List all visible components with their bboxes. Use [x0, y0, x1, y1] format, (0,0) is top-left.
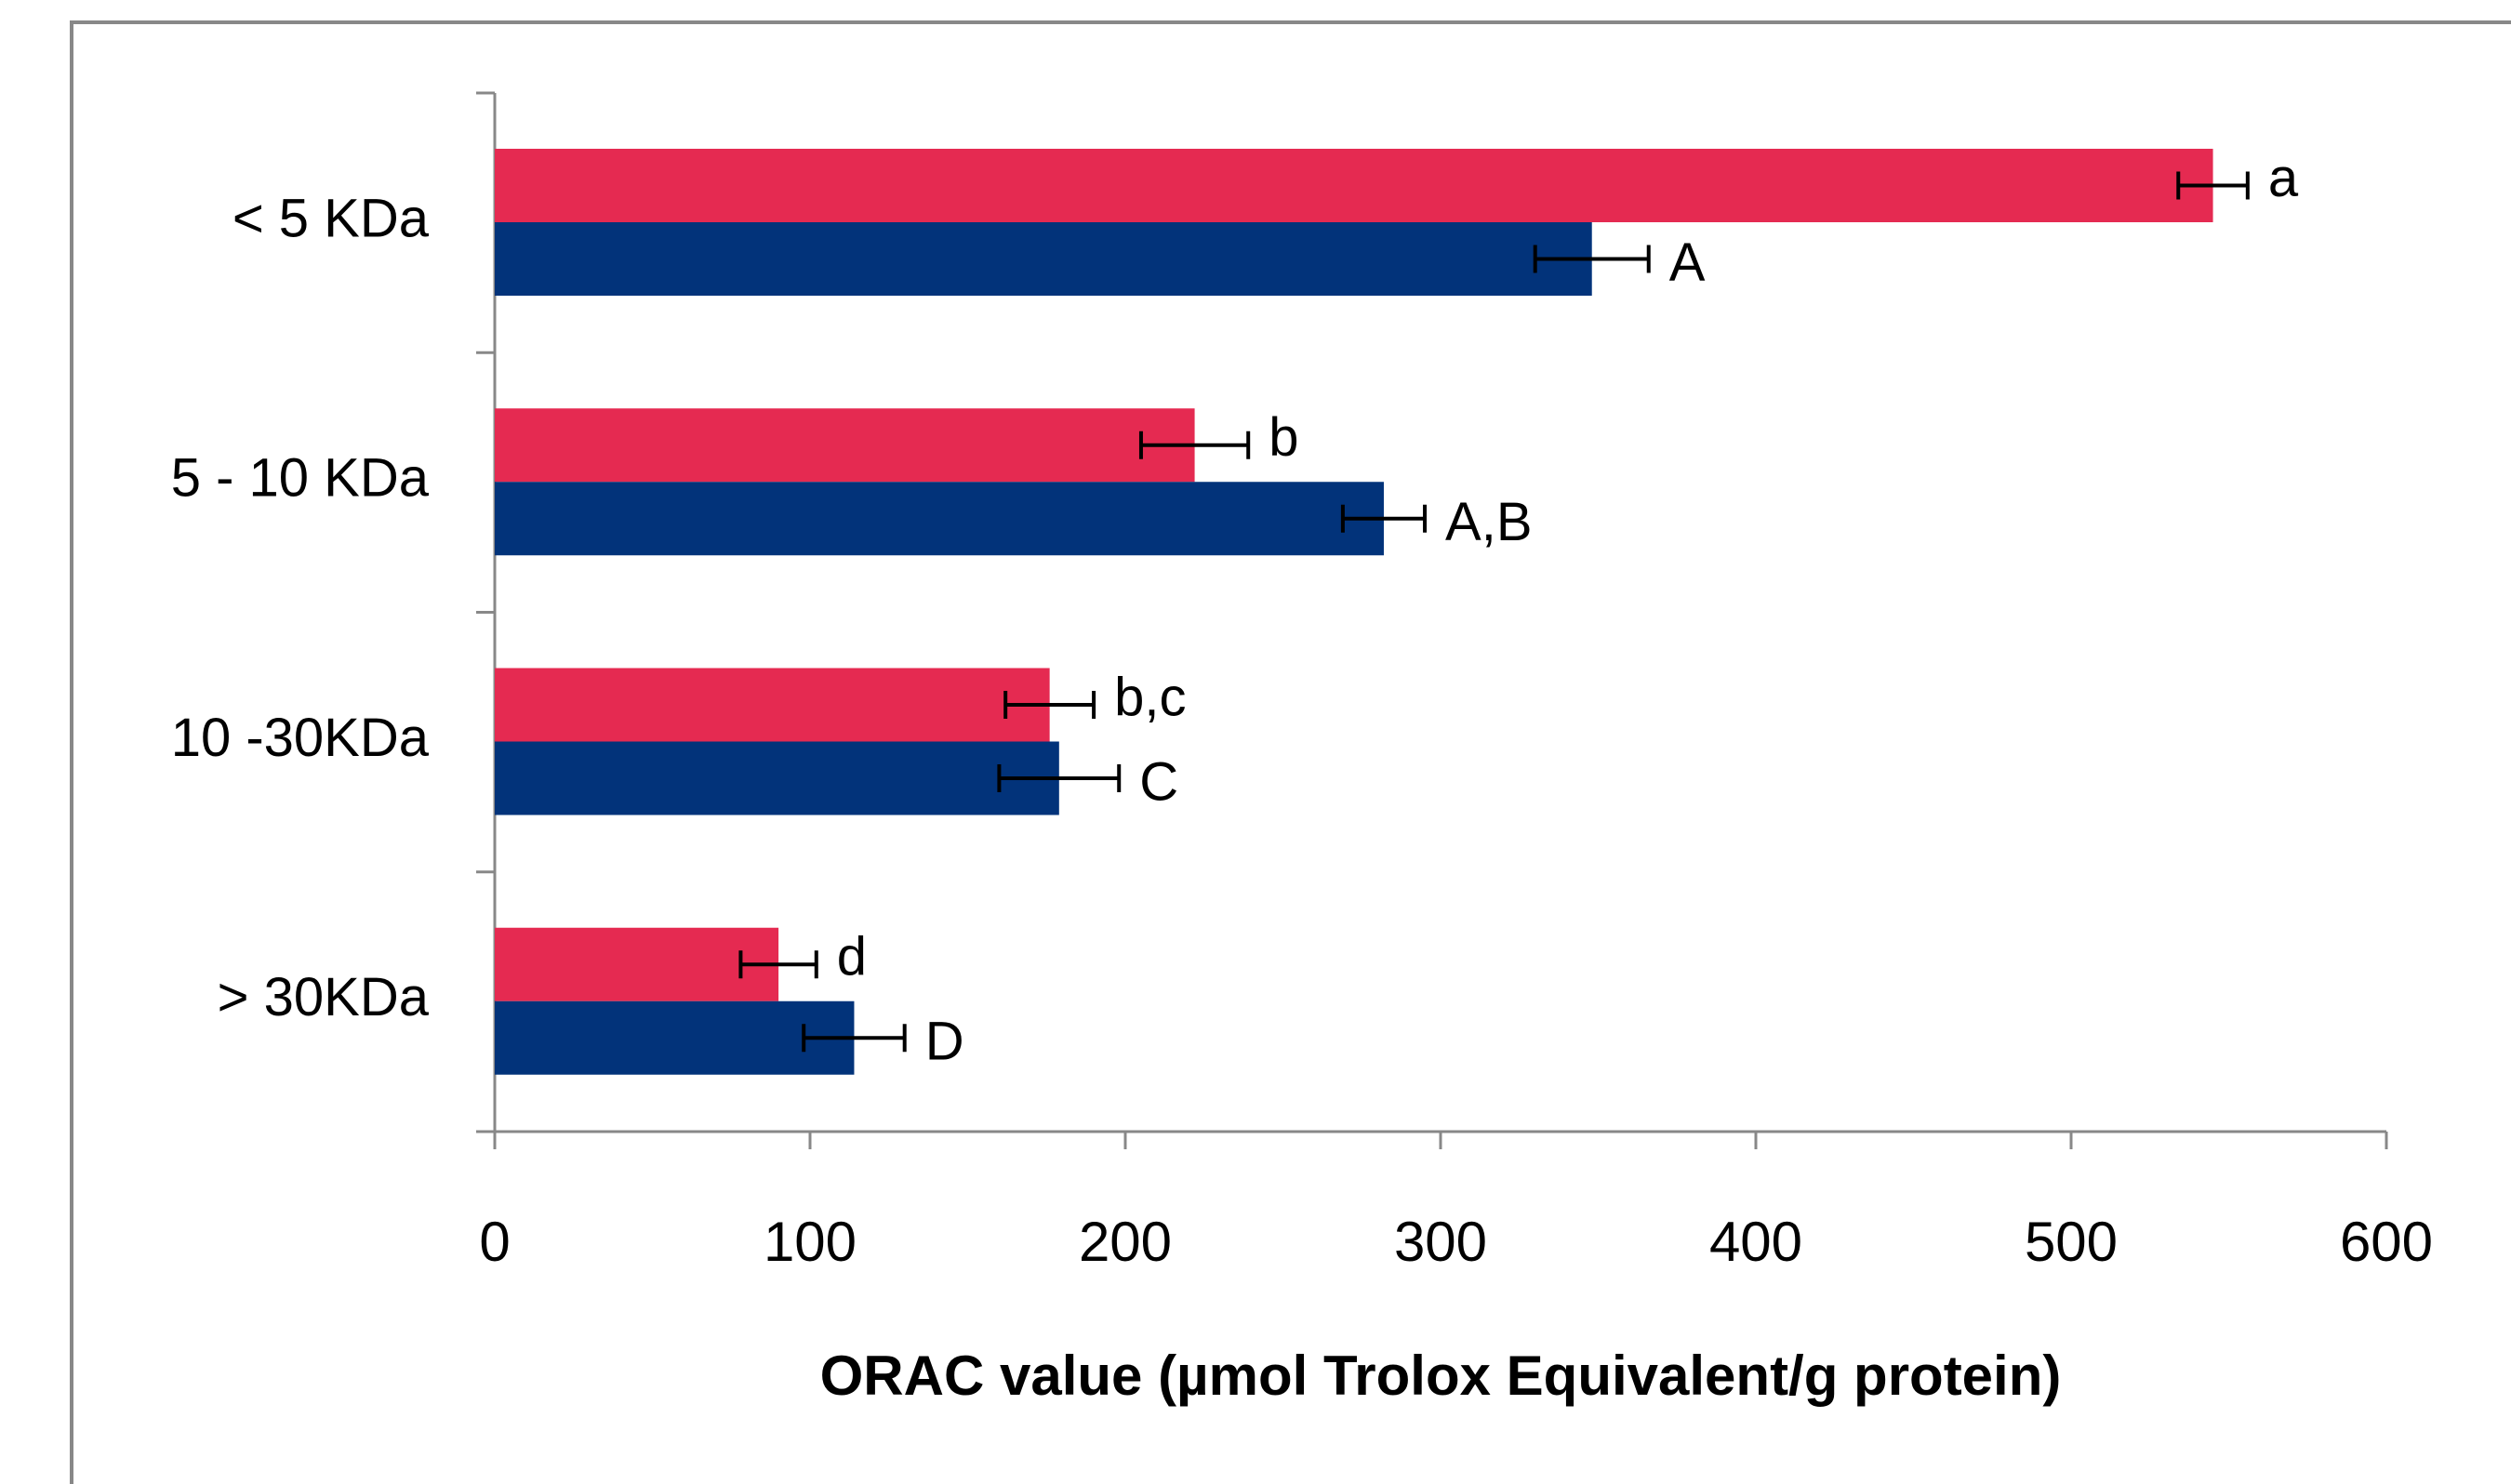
x-tick-label: 100 — [764, 1211, 857, 1273]
chart-frame — [70, 20, 2511, 1484]
bar — [495, 149, 2213, 222]
error-bar — [1533, 245, 1651, 273]
y-tick-label: 10 -30KDa — [171, 708, 430, 768]
x-tick-label: 200 — [1079, 1211, 1172, 1273]
significance-label: A,B — [1445, 492, 1533, 552]
bar — [495, 741, 1059, 815]
bar — [495, 408, 1195, 483]
error-bar — [1340, 504, 1428, 533]
error-bar — [1003, 691, 1096, 719]
significance-label: D — [925, 1012, 964, 1072]
bar — [495, 1000, 855, 1075]
bar — [495, 482, 1384, 556]
error-bar — [802, 1024, 907, 1053]
significance-label: d — [837, 927, 867, 987]
x-tick-label: 500 — [2025, 1211, 2118, 1273]
y-tick-label: 5 - 10 KDa — [171, 448, 430, 509]
significance-label: a — [2268, 148, 2299, 208]
bar — [495, 668, 1050, 742]
x-axis-title: ORAC value (µmol Trolox Equivalent/g pro… — [820, 1345, 2062, 1407]
error-bar — [997, 764, 1122, 792]
x-tick-label: 300 — [1394, 1211, 1487, 1273]
significance-label: A — [1669, 232, 1706, 293]
significance-label: b — [1269, 407, 1298, 468]
bar — [495, 927, 779, 1001]
significance-label: b,c — [1114, 667, 1186, 727]
y-tick-label: > 30KDa — [218, 967, 430, 1027]
y-tick-label: < 5 KDa — [232, 188, 430, 248]
error-bar — [1138, 431, 1251, 459]
x-tick-label: 600 — [2340, 1211, 2433, 1273]
x-tick-label: 400 — [1709, 1211, 1802, 1273]
error-bar — [2176, 171, 2250, 200]
bar — [495, 222, 1592, 296]
error-bar — [738, 950, 818, 979]
significance-label: C — [1139, 751, 1178, 812]
x-tick-label: 0 — [479, 1211, 510, 1273]
